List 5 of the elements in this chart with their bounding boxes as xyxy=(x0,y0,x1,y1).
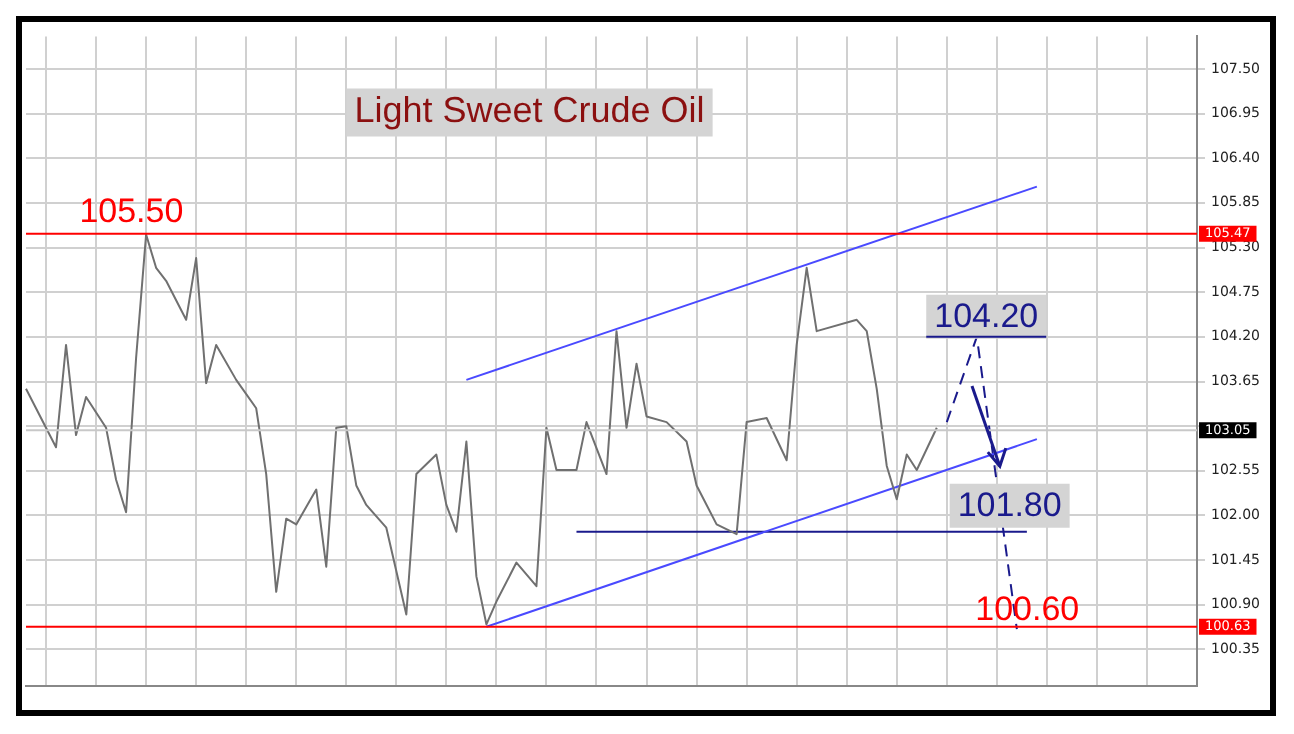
annotation: 105.50 xyxy=(79,191,184,230)
text: Light Sweet Crude Oil xyxy=(354,90,705,131)
annotation: 104.20 xyxy=(934,297,1039,336)
annotation: 101.80 xyxy=(957,486,1062,525)
annotation: 100.60 xyxy=(975,589,1080,628)
